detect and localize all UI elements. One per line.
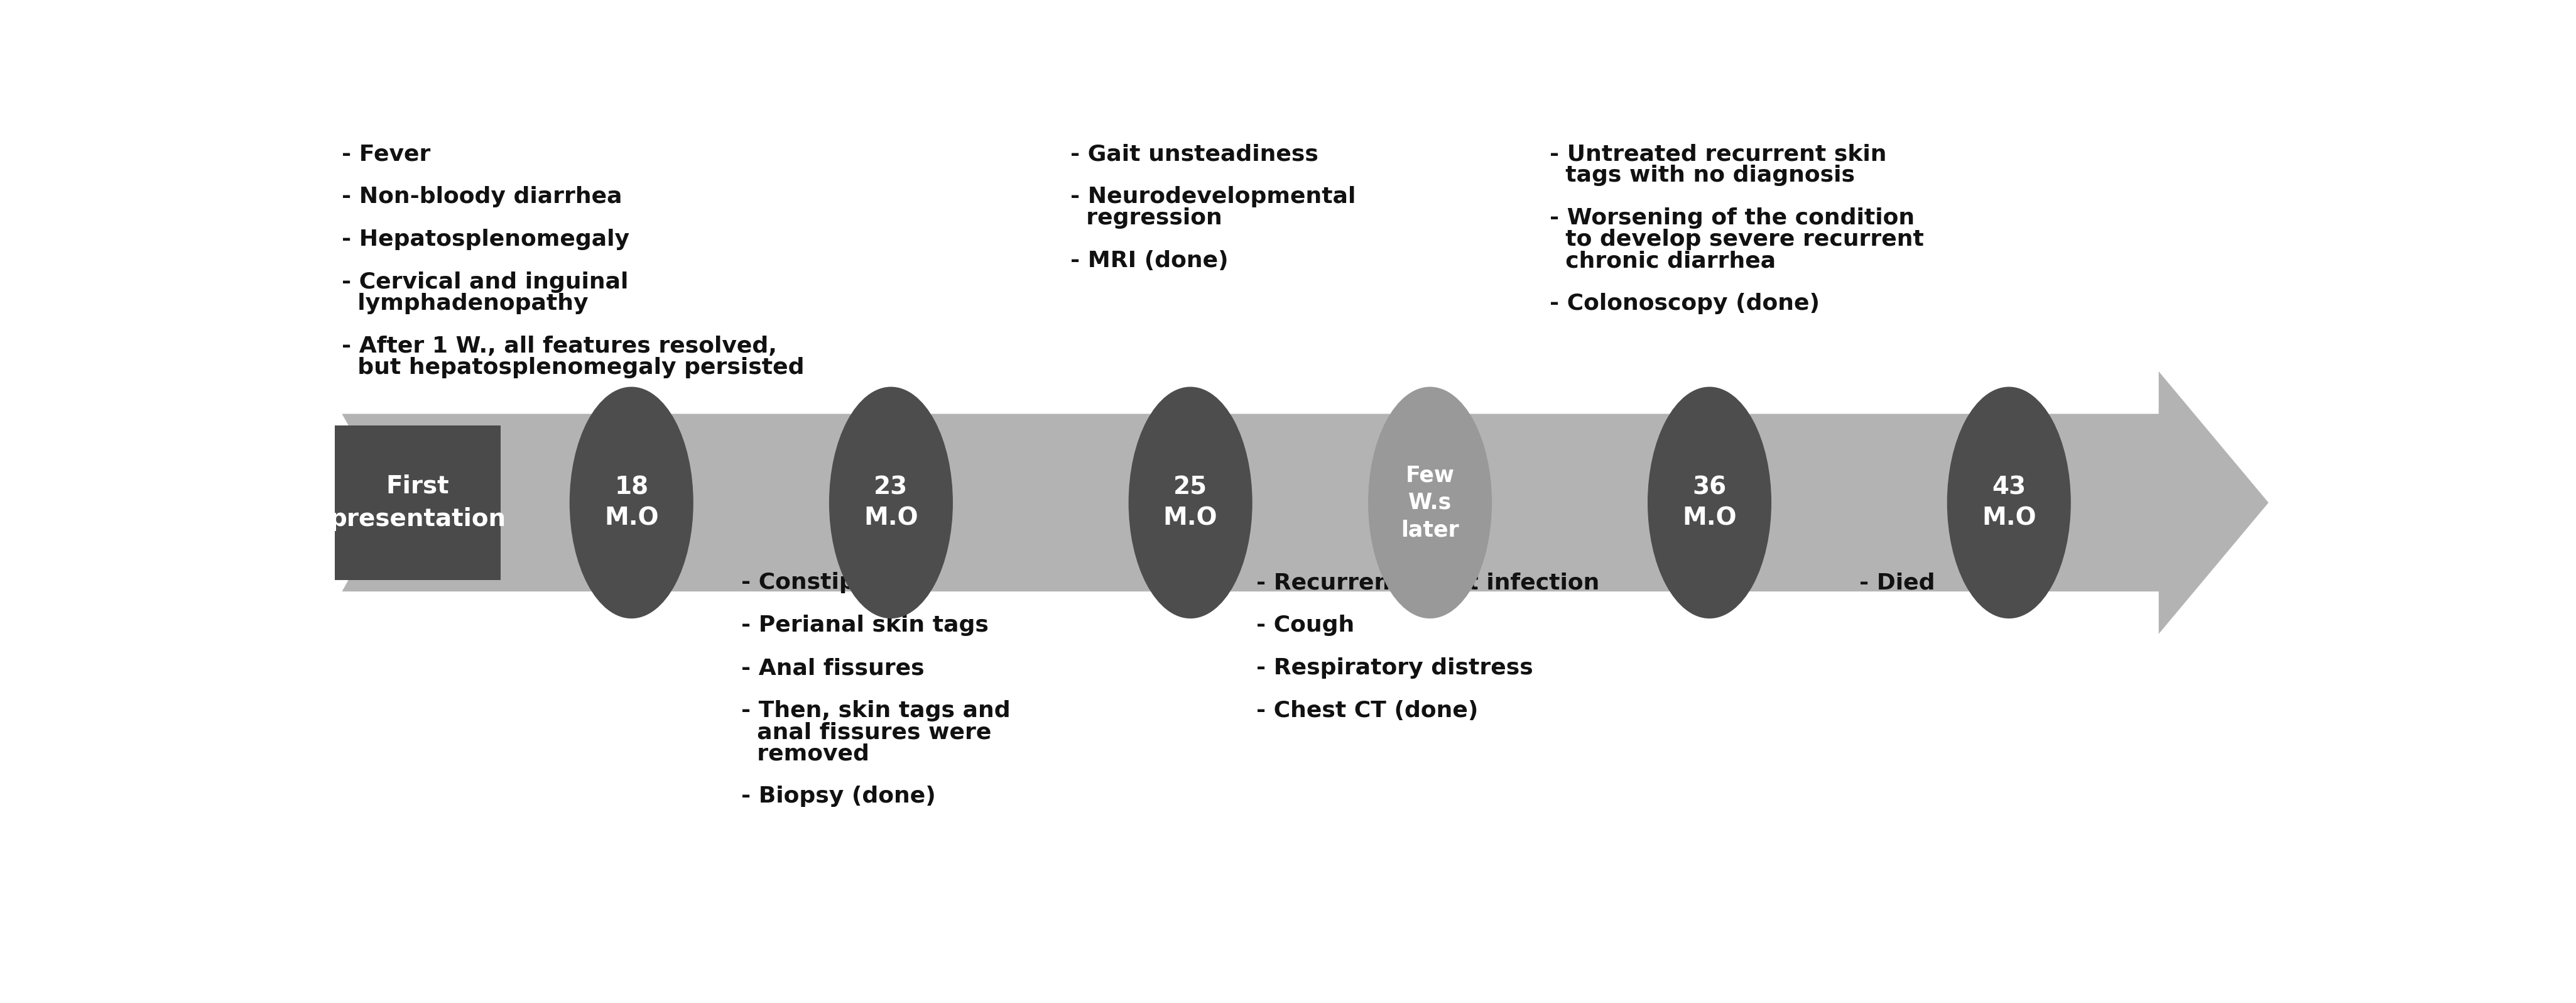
Polygon shape: [343, 371, 2269, 634]
FancyBboxPatch shape: [335, 425, 500, 580]
Text: - Untreated recurrent skin
  tags with no diagnosis

- Worsening of the conditio: - Untreated recurrent skin tags with no …: [1551, 143, 1924, 315]
Text: - Fever

- Non-bloody diarrhea

- Hepatosplenomegaly

- Cervical and inguinal
  : - Fever - Non-bloody diarrhea - Hepatosp…: [343, 143, 804, 378]
Text: 23
M.O: 23 M.O: [863, 475, 917, 530]
Text: - Constipation

- Perianal skin tags

- Anal fissures

- Then, skin tags and
  a: - Constipation - Perianal skin tags - An…: [742, 572, 1010, 807]
Text: First
presentation: First presentation: [330, 474, 505, 532]
Text: - Recurrent chest infection

- Cough

- Respiratory distress

- Chest CT (done): - Recurrent chest infection - Cough - Re…: [1257, 572, 1600, 722]
Ellipse shape: [1947, 387, 2071, 619]
Text: 25
M.O: 25 M.O: [1164, 475, 1218, 530]
Ellipse shape: [1128, 387, 1252, 619]
Text: - Died: - Died: [1860, 572, 1935, 594]
Text: - Gait unsteadiness

- Neurodevelopmental
  regression

- MRI (done): - Gait unsteadiness - Neurodevelopmental…: [1072, 143, 1355, 272]
Ellipse shape: [1368, 387, 1492, 619]
Ellipse shape: [569, 387, 693, 619]
Text: Few
W.s
later: Few W.s later: [1401, 464, 1458, 541]
Text: 43
M.O: 43 M.O: [1981, 475, 2035, 530]
Ellipse shape: [829, 387, 953, 619]
Text: 18
M.O: 18 M.O: [605, 475, 659, 530]
Ellipse shape: [1649, 387, 1772, 619]
Text: 36
M.O: 36 M.O: [1682, 475, 1736, 530]
